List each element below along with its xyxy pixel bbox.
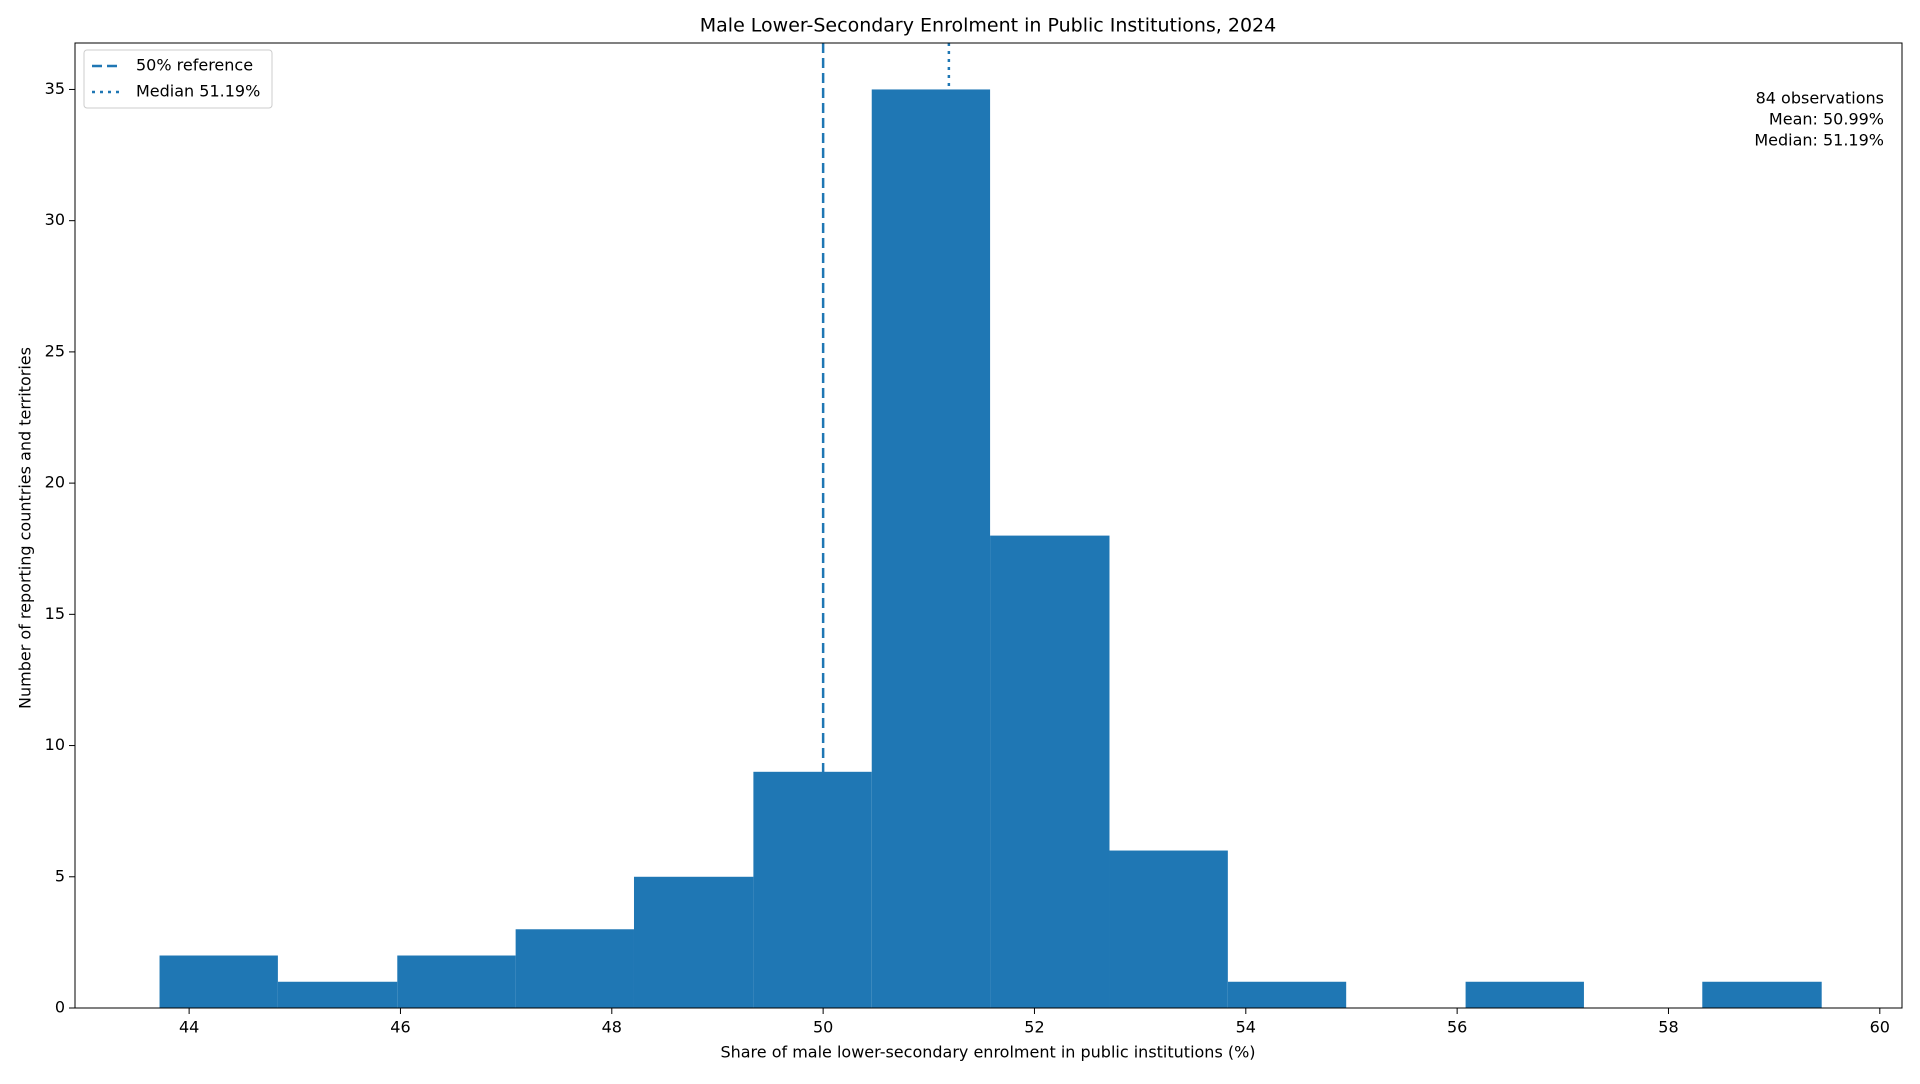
annotation: Median: 51.19% [1754,131,1884,150]
y-tick-label: 20 [45,473,65,492]
x-tick-label: 50 [813,1018,833,1037]
bar [515,929,634,1008]
bar [990,535,1110,1008]
bar [159,955,278,1008]
y-tick-label: 25 [45,341,65,360]
x-axis-label: Share of male lower-secondary enrolment … [720,1043,1255,1062]
legend: 50% reference Median 51.19% [83,49,273,109]
plot-frame [74,42,1903,1009]
bar [1702,981,1822,1008]
bar [753,771,872,1008]
bar [1109,850,1228,1008]
y-tick-label: 5 [55,866,65,885]
x-tick-label: 60 [1870,1018,1890,1037]
x-tick-label: 46 [390,1018,410,1037]
bar [1465,981,1584,1008]
bar [1227,981,1347,1008]
x-tick-label: 58 [1658,1018,1678,1037]
annotation: Mean: 50.99% [1769,110,1884,129]
x-tick-label: 54 [1236,1018,1256,1037]
x-tick-label: 52 [1024,1018,1044,1037]
legend-box [83,49,273,109]
y-tick-label: 30 [45,210,65,229]
x-tick-label: 44 [179,1018,199,1037]
y-tick-label: 15 [45,604,65,623]
y-axis-label: Number of reporting countries and territ… [16,347,35,709]
x-tick-label: 56 [1447,1018,1467,1037]
y-tick-label: 35 [45,79,65,98]
x-tick-label: 48 [602,1018,622,1037]
bar [871,89,991,1008]
bar [277,981,398,1008]
y-tick-label: 0 [55,998,65,1017]
bar [633,876,754,1008]
bar [397,955,516,1008]
chart-title: Male Lower-Secondary Enrolment in Public… [700,15,1276,37]
annotation: 84 observations [1756,89,1884,108]
legend-label: Median 51.19% [136,82,260,101]
legend-label: 50% reference [136,56,253,75]
y-tick-label: 10 [45,735,65,754]
